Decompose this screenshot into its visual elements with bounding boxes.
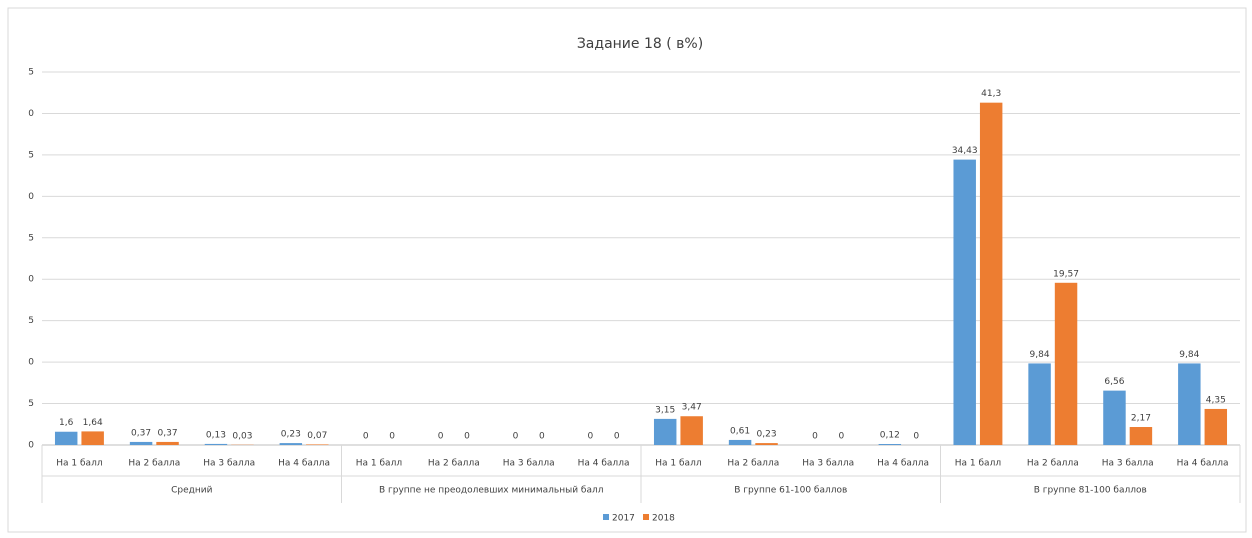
- bar: [1103, 390, 1126, 445]
- value-label: 2,17: [1131, 414, 1151, 424]
- value-label: 0,12: [880, 431, 900, 441]
- y-tick-label: 0: [28, 109, 34, 119]
- x-tick-label: На 2 балла: [428, 459, 480, 469]
- value-label: 0: [363, 432, 369, 442]
- legend-swatch: [603, 514, 609, 520]
- group-label: В группе 61-100 баллов: [734, 486, 847, 496]
- value-label: 0: [587, 432, 593, 442]
- value-label: 19,57: [1053, 269, 1079, 279]
- group-label: В группе не преодолевших минимальный бал…: [379, 486, 604, 496]
- y-tick-label: 0: [28, 192, 34, 202]
- bar: [156, 441, 179, 445]
- value-label: 0: [913, 432, 919, 442]
- y-tick-label: 5: [28, 233, 34, 243]
- bar: [1054, 282, 1078, 445]
- bar: [953, 159, 976, 445]
- value-label: 4,35: [1206, 395, 1226, 405]
- bar: [1204, 408, 1228, 445]
- x-tick-label: На 1 балл: [655, 459, 701, 469]
- x-tick-label: На 4 балла: [578, 459, 630, 469]
- bar: [979, 102, 1003, 446]
- x-tick-label: На 3 балла: [802, 459, 854, 469]
- value-label: 9,84: [1030, 350, 1050, 360]
- y-tick-label: 0: [28, 275, 34, 285]
- bar: [680, 416, 703, 445]
- bar: [81, 431, 104, 445]
- bar: [279, 443, 303, 445]
- y-tick-label: 5: [28, 150, 34, 160]
- bar: [129, 441, 153, 445]
- x-tick-label: На 3 балла: [1102, 459, 1154, 469]
- value-label: 0: [389, 432, 395, 442]
- value-label: 0: [839, 432, 845, 442]
- y-tick-label: 5: [28, 68, 34, 78]
- x-tick-label: На 4 балла: [278, 459, 330, 469]
- value-label: 0,03: [232, 431, 252, 441]
- bar: [755, 443, 778, 445]
- bar: [306, 444, 329, 445]
- value-label: 34,43: [952, 146, 978, 156]
- value-label: 9,84: [1179, 350, 1199, 360]
- legend-swatch: [643, 514, 649, 520]
- value-label: 0: [438, 432, 444, 442]
- x-tick-label: На 2 балла: [1027, 459, 1079, 469]
- x-tick-label: На 3 балла: [203, 459, 255, 469]
- x-tick-label: На 2 балла: [727, 459, 779, 469]
- bar: [1178, 363, 1201, 445]
- chart-title: Задание 18 ( в%): [577, 36, 703, 52]
- x-tick-label: На 3 балла: [503, 459, 555, 469]
- bar: [878, 444, 902, 445]
- value-label: 1,6: [59, 418, 74, 428]
- value-label: 0,37: [158, 428, 178, 438]
- legend-label: 2017: [612, 514, 635, 524]
- value-label: 6,56: [1104, 377, 1124, 387]
- bar: [728, 439, 752, 445]
- value-label: 41,3: [981, 89, 1001, 99]
- bar: [204, 443, 228, 445]
- x-tick-label: На 4 балла: [877, 459, 929, 469]
- value-label: 0,07: [307, 431, 327, 441]
- value-label: 0,61: [730, 426, 750, 436]
- x-tick-label: На 2 балла: [128, 459, 180, 469]
- value-label: 0: [464, 432, 470, 442]
- value-label: 0,23: [281, 430, 301, 440]
- value-label: 0: [614, 432, 620, 442]
- y-tick-label: 5: [28, 316, 34, 326]
- bar: [1028, 363, 1051, 445]
- group-label: В группе 81-100 баллов: [1034, 486, 1147, 496]
- x-tick-label: На 1 балл: [955, 459, 1001, 469]
- value-label: 0,23: [757, 430, 777, 440]
- y-tick-label: 0: [28, 358, 34, 368]
- y-tick-label: 0: [28, 441, 34, 451]
- legend-label: 2018: [652, 514, 675, 524]
- value-label: 0: [539, 432, 545, 442]
- value-label: 3,15: [655, 405, 675, 415]
- value-label: 3,47: [682, 403, 702, 413]
- x-tick-label: На 1 балл: [356, 459, 402, 469]
- value-label: 0: [812, 432, 818, 442]
- value-label: 0: [513, 432, 519, 442]
- value-label: 1,64: [83, 418, 103, 428]
- bar: [54, 431, 78, 445]
- bar: [653, 418, 677, 445]
- y-tick-label: 5: [28, 399, 34, 409]
- value-label: 0,13: [206, 430, 226, 440]
- value-label: 0,37: [131, 428, 151, 438]
- x-tick-label: На 1 балл: [56, 459, 102, 469]
- group-label: Средний: [171, 486, 212, 496]
- x-tick-label: На 4 балла: [1177, 459, 1229, 469]
- bar: [1129, 427, 1153, 445]
